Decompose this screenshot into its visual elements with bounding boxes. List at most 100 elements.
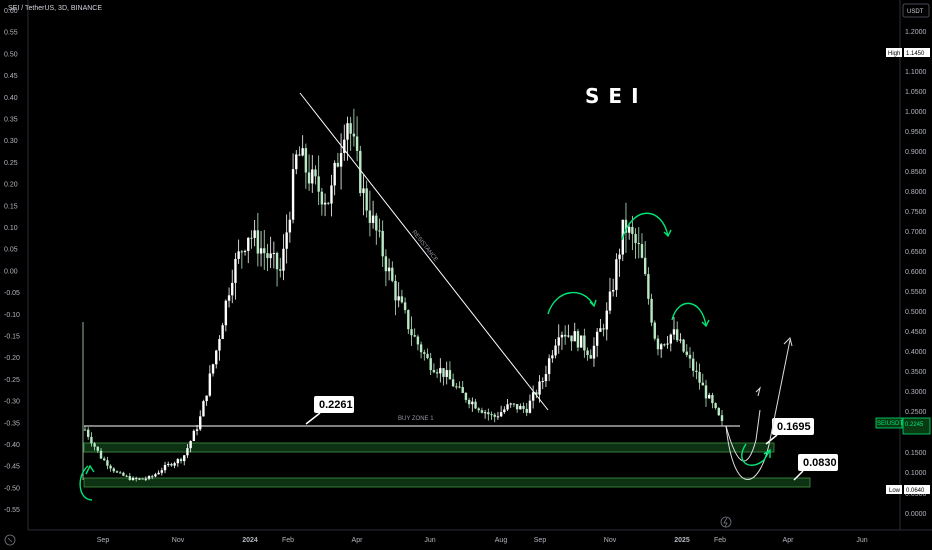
candle-body [99, 450, 103, 459]
candle-body [371, 215, 375, 223]
candle-body [490, 414, 493, 416]
right-tick-label: 1.0000 [905, 109, 927, 116]
candle-body [525, 408, 528, 413]
candle-body [144, 478, 148, 480]
candle-body [595, 331, 599, 346]
candle-body [109, 465, 112, 469]
projection-arrow-1-icon [755, 386, 761, 397]
candle-body [106, 460, 109, 466]
candle-body [551, 355, 554, 359]
candle-body [186, 448, 189, 456]
right-tick-label: 0.3500 [905, 369, 927, 376]
candle-body [135, 477, 138, 480]
high-tag-label: High [888, 51, 900, 57]
candle-body [208, 373, 212, 396]
candle-body [330, 185, 333, 204]
tradingview-logo-icon[interactable] [4, 534, 16, 546]
currency-badge[interactable]: USDT [902, 3, 930, 18]
candle-body [307, 172, 311, 184]
candle-body [554, 345, 557, 356]
left-tick-label: -0.20 [4, 355, 20, 362]
candle-body [483, 412, 487, 414]
candle-body [496, 416, 500, 418]
candle-body [410, 329, 413, 336]
candle-body [711, 394, 714, 404]
candle-body [707, 394, 711, 399]
buy-zone-1 [83, 442, 775, 453]
candle-body [323, 202, 327, 205]
candle-body [487, 412, 490, 415]
candle-body [163, 464, 167, 471]
currency-label: USDT [907, 9, 924, 15]
projection-arrow-2-icon [783, 337, 793, 347]
candle-body [269, 253, 272, 259]
candle-body [359, 150, 362, 194]
candle-body [147, 476, 151, 479]
candle-body [426, 353, 429, 359]
candle-body [173, 463, 176, 466]
candles [82, 108, 724, 482]
candle-body [503, 409, 506, 413]
callout-level-3: 0.0830 [793, 454, 838, 481]
resistance-label: RESISTANCE [410, 230, 438, 264]
candle-body [611, 289, 615, 292]
green-arrowhead-3-icon [701, 319, 710, 328]
candle-body [141, 478, 144, 480]
callout-level-1: 0.2261 [305, 396, 354, 425]
candle-body [381, 230, 384, 257]
candle-body [509, 403, 512, 405]
candle-body [240, 251, 244, 253]
candle-body [400, 296, 404, 303]
candle-body [192, 430, 196, 442]
left-tick-label: 0.00 [4, 268, 18, 275]
candle-body [682, 339, 685, 352]
candle-body [669, 334, 672, 344]
candle-body [266, 253, 269, 259]
lightning-icon[interactable] [720, 516, 732, 528]
right-tick-label: 0.0000 [905, 511, 927, 518]
candle-body [387, 267, 391, 272]
candle-body [151, 476, 154, 478]
green-arc-5-icon [741, 443, 771, 466]
green-arrowhead-2-icon [663, 229, 672, 238]
candle-body [515, 404, 519, 410]
candle-body [259, 248, 263, 254]
candle-body [311, 169, 314, 184]
candle-body [183, 455, 186, 462]
x-tick-label: Nov [604, 537, 617, 544]
callout-level-2-text: 0.1695 [777, 421, 811, 433]
candle-body [189, 441, 192, 449]
right-tick-label: 0.7000 [905, 229, 927, 236]
candle-body [243, 250, 247, 252]
candle-body [131, 477, 135, 480]
candle-body [157, 472, 160, 475]
left-tick-label: 0.40 [4, 95, 18, 102]
candle-body [247, 237, 250, 251]
candle-body [202, 401, 205, 417]
x-tick-label: Apr [783, 537, 795, 544]
green-arc-1-icon [547, 291, 595, 315]
candle-body [647, 274, 650, 299]
candle-body [634, 233, 637, 244]
candle-body [314, 169, 317, 177]
candle-body [304, 148, 308, 173]
candle-body [90, 436, 93, 444]
candle-body [557, 337, 560, 346]
right-tick-label: 0.8000 [905, 189, 927, 196]
candle-body [231, 282, 234, 296]
candle-body [282, 248, 285, 271]
current-price-symbol: SEIUSDT [877, 421, 903, 427]
high-tag-value: 1.1450 [906, 51, 925, 57]
candle-body [659, 344, 663, 350]
candle-body [96, 446, 100, 451]
candle-body [439, 368, 442, 374]
candle-body [464, 392, 468, 400]
right-tick-label: 0.9000 [905, 149, 927, 156]
left-tick-label: 0.50 [4, 51, 18, 58]
left-tick-label: -0.55 [4, 507, 20, 514]
candle-body [199, 416, 202, 430]
candle-body [362, 188, 365, 194]
candle-body [295, 154, 298, 170]
candle-body [586, 350, 589, 356]
